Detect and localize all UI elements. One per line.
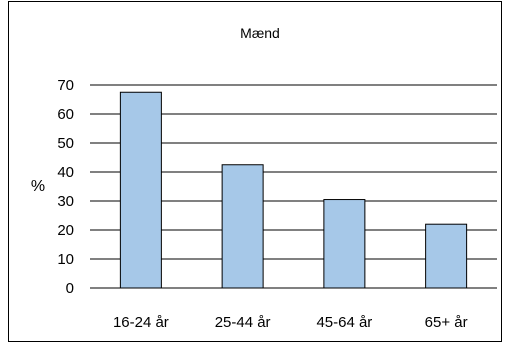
y-tick-label: 30 (57, 193, 74, 210)
y-axis-label: % (31, 178, 45, 195)
y-tick-label: 60 (57, 106, 74, 123)
y-tick-label: 70 (57, 77, 74, 94)
y-tick-labels: 0 10 20 30 40 50 60 70 (57, 77, 74, 297)
y-tick-label: 10 (57, 251, 74, 268)
y-tick-label: 40 (57, 164, 74, 181)
x-tick-label: 65+ år (425, 314, 468, 331)
bar (221, 164, 264, 289)
x-tick-label: 45-64 år (316, 314, 372, 331)
bar (119, 91, 162, 289)
bars (119, 91, 468, 289)
x-tick-labels: 16-24 år 25-44 år 45-64 år 65+ år (113, 314, 468, 331)
y-tick-label: 50 (57, 135, 74, 152)
x-tick-label: 25-44 år (215, 314, 271, 331)
bar (425, 223, 468, 289)
x-tick-label: 16-24 år (113, 314, 169, 331)
bar (323, 199, 366, 289)
chart-title: Mænd (240, 25, 280, 41)
y-tick-label: 0 (66, 280, 74, 297)
y-tick-label: 20 (57, 222, 74, 239)
